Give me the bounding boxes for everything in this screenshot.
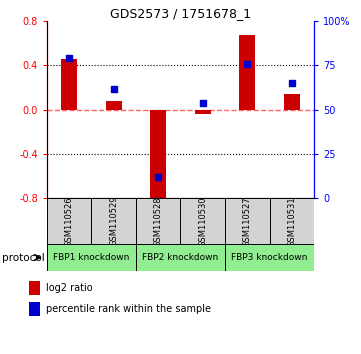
Title: GDS2573 / 1751678_1: GDS2573 / 1751678_1 bbox=[110, 7, 251, 20]
Point bbox=[200, 100, 206, 105]
Bar bbox=[180, 198, 225, 244]
Text: GSM110530: GSM110530 bbox=[198, 196, 207, 247]
Bar bbox=[136, 244, 225, 271]
Text: GSM110529: GSM110529 bbox=[109, 196, 118, 246]
Bar bbox=[61, 59, 77, 110]
Bar bbox=[284, 94, 300, 110]
Bar bbox=[239, 34, 255, 110]
Text: GSM110527: GSM110527 bbox=[243, 196, 252, 247]
Point bbox=[155, 174, 161, 180]
Bar bbox=[136, 198, 180, 244]
Text: GSM110528: GSM110528 bbox=[154, 196, 163, 247]
Point bbox=[244, 61, 250, 67]
Text: GSM110531: GSM110531 bbox=[287, 196, 296, 247]
Bar bbox=[151, 110, 166, 200]
Point bbox=[111, 86, 117, 91]
Bar bbox=[29, 302, 40, 316]
Text: FBP3 knockdown: FBP3 knockdown bbox=[231, 253, 308, 262]
Point bbox=[66, 56, 72, 61]
Bar bbox=[47, 244, 136, 271]
Text: log2 ratio: log2 ratio bbox=[46, 283, 93, 293]
Point bbox=[289, 80, 295, 86]
Bar bbox=[225, 244, 314, 271]
Text: FBP1 knockdown: FBP1 knockdown bbox=[53, 253, 130, 262]
Bar bbox=[195, 110, 210, 114]
Bar bbox=[29, 281, 40, 295]
Text: percentile rank within the sample: percentile rank within the sample bbox=[46, 304, 211, 314]
Bar bbox=[91, 198, 136, 244]
Text: GSM110526: GSM110526 bbox=[65, 196, 74, 247]
Text: FBP2 knockdown: FBP2 knockdown bbox=[142, 253, 219, 262]
Bar bbox=[106, 101, 122, 110]
Bar bbox=[47, 198, 91, 244]
Text: protocol: protocol bbox=[3, 252, 45, 263]
Bar bbox=[225, 198, 270, 244]
Bar bbox=[270, 198, 314, 244]
